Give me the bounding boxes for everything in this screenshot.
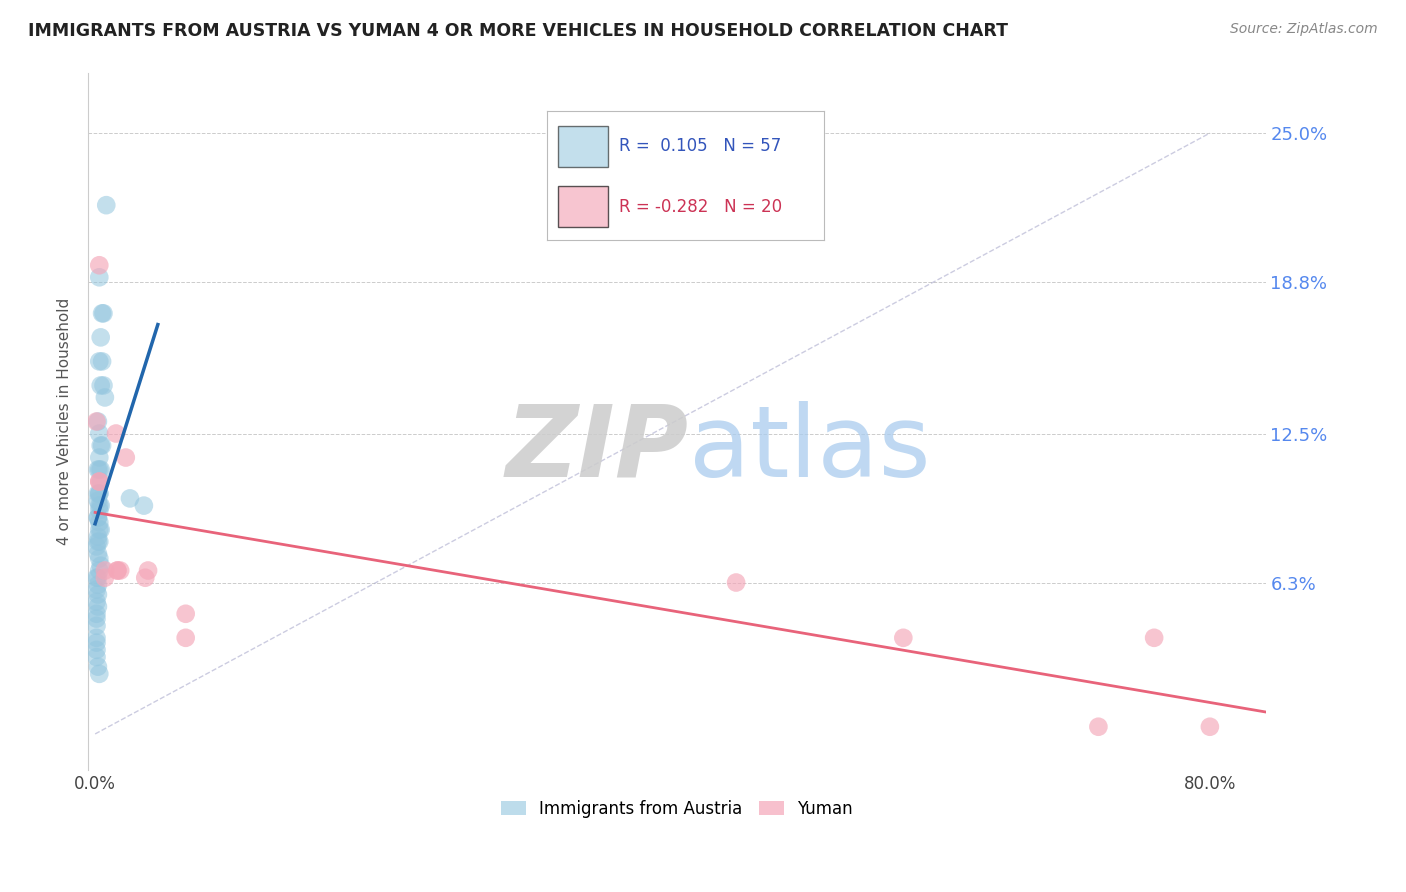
Point: [89, 462, 111, 476]
Point: [94, 571, 117, 585]
Point: [89, 426, 111, 441]
Point: [89, 666, 111, 681]
Point: [87, 510, 110, 524]
Point: [87, 571, 110, 585]
Point: [89, 523, 111, 537]
Point: [96, 198, 118, 212]
Point: [86, 650, 108, 665]
Point: [107, 564, 129, 578]
Point: [94, 391, 117, 405]
Point: [90, 499, 112, 513]
Point: [89, 551, 111, 566]
Point: [91, 354, 114, 368]
Point: [105, 426, 128, 441]
Point: [87, 534, 110, 549]
Text: Source: ZipAtlas.com: Source: ZipAtlas.com: [1230, 22, 1378, 37]
Point: [114, 450, 136, 465]
Point: [89, 475, 111, 489]
Point: [89, 258, 111, 272]
Point: [87, 415, 110, 429]
Point: [86, 631, 108, 645]
Point: [87, 493, 110, 508]
Point: [86, 595, 108, 609]
Point: [174, 631, 197, 645]
Point: [89, 503, 111, 517]
Point: [89, 486, 111, 500]
Point: [90, 558, 112, 573]
Point: [93, 306, 115, 320]
Point: [891, 631, 914, 645]
Point: [89, 475, 111, 489]
Point: [89, 354, 111, 368]
Text: IMMIGRANTS FROM AUSTRIA VS YUMAN 4 OR MORE VEHICLES IN HOUSEHOLD CORRELATION CHA: IMMIGRANTS FROM AUSTRIA VS YUMAN 4 OR MO…: [28, 22, 1008, 40]
Point: [89, 450, 111, 465]
Point: [86, 611, 108, 625]
Point: [90, 438, 112, 452]
Y-axis label: 4 or more Vehicles in Household: 4 or more Vehicles in Household: [58, 298, 72, 545]
Point: [118, 491, 141, 506]
Point: [86, 415, 108, 429]
Point: [107, 564, 129, 578]
Point: [93, 378, 115, 392]
Point: [87, 578, 110, 592]
Point: [87, 599, 110, 614]
Point: [87, 530, 110, 544]
Point: [86, 582, 108, 597]
Point: [87, 547, 110, 561]
Point: [91, 438, 114, 452]
Point: [87, 588, 110, 602]
Text: ZIP: ZIP: [506, 401, 689, 498]
Point: [134, 571, 156, 585]
Point: [86, 635, 108, 649]
Point: [132, 499, 155, 513]
Text: atlas: atlas: [689, 401, 931, 498]
Point: [94, 564, 117, 578]
Point: [90, 462, 112, 476]
Point: [86, 607, 108, 621]
Point: [87, 510, 110, 524]
Point: [91, 306, 114, 320]
Point: [86, 540, 108, 554]
Point: [87, 462, 110, 476]
Point: [89, 270, 111, 285]
Point: [174, 607, 197, 621]
Point: [89, 486, 111, 500]
Point: [1087, 720, 1109, 734]
Point: [90, 330, 112, 344]
Point: [1199, 720, 1222, 734]
Legend: Immigrants from Austria, Yuman: Immigrants from Austria, Yuman: [494, 793, 859, 824]
Point: [86, 571, 108, 585]
Point: [89, 516, 111, 530]
Point: [89, 534, 111, 549]
Point: [136, 564, 159, 578]
Point: [89, 564, 111, 578]
Point: [89, 499, 111, 513]
Point: [90, 378, 112, 392]
Point: [90, 475, 112, 489]
Point: [90, 523, 112, 537]
Point: [87, 659, 110, 673]
Point: [86, 643, 108, 657]
Point: [87, 486, 110, 500]
Point: [1143, 631, 1166, 645]
Point: [725, 575, 748, 590]
Point: [86, 619, 108, 633]
Point: [108, 564, 131, 578]
